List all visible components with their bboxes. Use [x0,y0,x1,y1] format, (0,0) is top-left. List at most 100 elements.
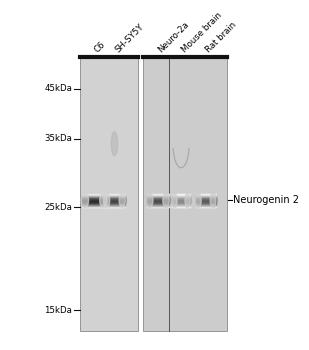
Text: Rat brain: Rat brain [204,20,238,54]
Bar [172,206,190,207]
Bar [196,196,216,197]
Bar [196,202,216,203]
Bar [82,204,107,205]
Bar [82,194,107,195]
Bar [82,204,107,205]
Bar [196,198,216,199]
Bar [172,204,190,205]
Bar [104,196,125,197]
Bar [196,197,216,198]
Bar [104,198,125,199]
Bar [82,195,107,196]
Bar [196,194,216,195]
Bar [196,202,216,203]
Bar [147,201,169,202]
Text: SH-SY5Y: SH-SY5Y [113,22,145,54]
Bar [196,199,216,200]
Bar [147,195,169,196]
Bar [172,203,190,204]
Bar [82,195,107,196]
Ellipse shape [81,193,89,208]
Ellipse shape [210,193,216,208]
Bar [172,195,190,196]
Bar [147,198,169,199]
Bar [196,201,216,202]
Bar [172,199,190,201]
Bar [196,200,216,201]
Bar [147,202,169,203]
Bar [147,205,169,206]
Bar [172,195,190,196]
Bar [196,195,216,196]
Bar [147,196,169,197]
Bar [82,196,107,197]
Bar [104,206,125,207]
Bar [147,201,169,202]
Bar [82,202,107,203]
Bar [172,200,190,201]
Bar [172,196,190,197]
Bar [196,203,216,204]
Bar [147,205,169,206]
Text: 35kDa: 35kDa [44,134,72,143]
Bar [147,199,169,200]
Bar [196,201,216,202]
Bar [82,201,107,202]
Bar [172,197,190,198]
Ellipse shape [100,193,107,208]
Bar [196,206,216,207]
Bar [172,199,190,200]
Bar [172,194,190,195]
Bar [147,203,169,204]
Bar [172,197,190,198]
Bar [104,198,125,199]
Ellipse shape [119,193,125,208]
Bar [172,194,190,195]
Bar [147,204,169,205]
Text: 15kDa: 15kDa [44,306,72,315]
Bar [104,195,125,196]
Bar [172,198,190,199]
Bar [143,56,227,331]
Bar [147,198,169,199]
Bar [104,204,125,205]
Ellipse shape [104,193,110,208]
Bar [82,199,107,200]
Bar [196,205,216,206]
Bar [104,197,125,198]
Bar [82,203,107,204]
Bar [104,197,125,198]
Bar [104,202,125,203]
Bar [104,195,125,196]
Bar [172,202,190,203]
Bar [147,206,169,207]
Bar [80,56,138,331]
Bar [104,194,125,195]
Bar [172,202,190,203]
Ellipse shape [111,132,118,156]
Bar [82,199,107,201]
Bar [104,203,125,204]
Bar [172,201,190,202]
Bar [172,198,190,199]
Bar [82,194,107,195]
Ellipse shape [146,193,153,208]
Bar [104,199,125,201]
Bar [104,199,125,200]
Bar [82,197,107,198]
Bar [104,201,125,202]
Bar [147,197,169,198]
Bar [82,200,107,201]
Ellipse shape [195,193,201,208]
Bar [104,205,125,206]
Bar [196,198,216,199]
Bar [172,201,190,202]
Bar [196,205,216,206]
Bar [104,205,125,206]
Ellipse shape [163,193,169,208]
Bar [147,194,169,195]
Bar [82,202,107,203]
Bar [196,194,216,195]
Text: Neurogenin 2: Neurogenin 2 [233,195,299,205]
Bar [147,200,169,201]
